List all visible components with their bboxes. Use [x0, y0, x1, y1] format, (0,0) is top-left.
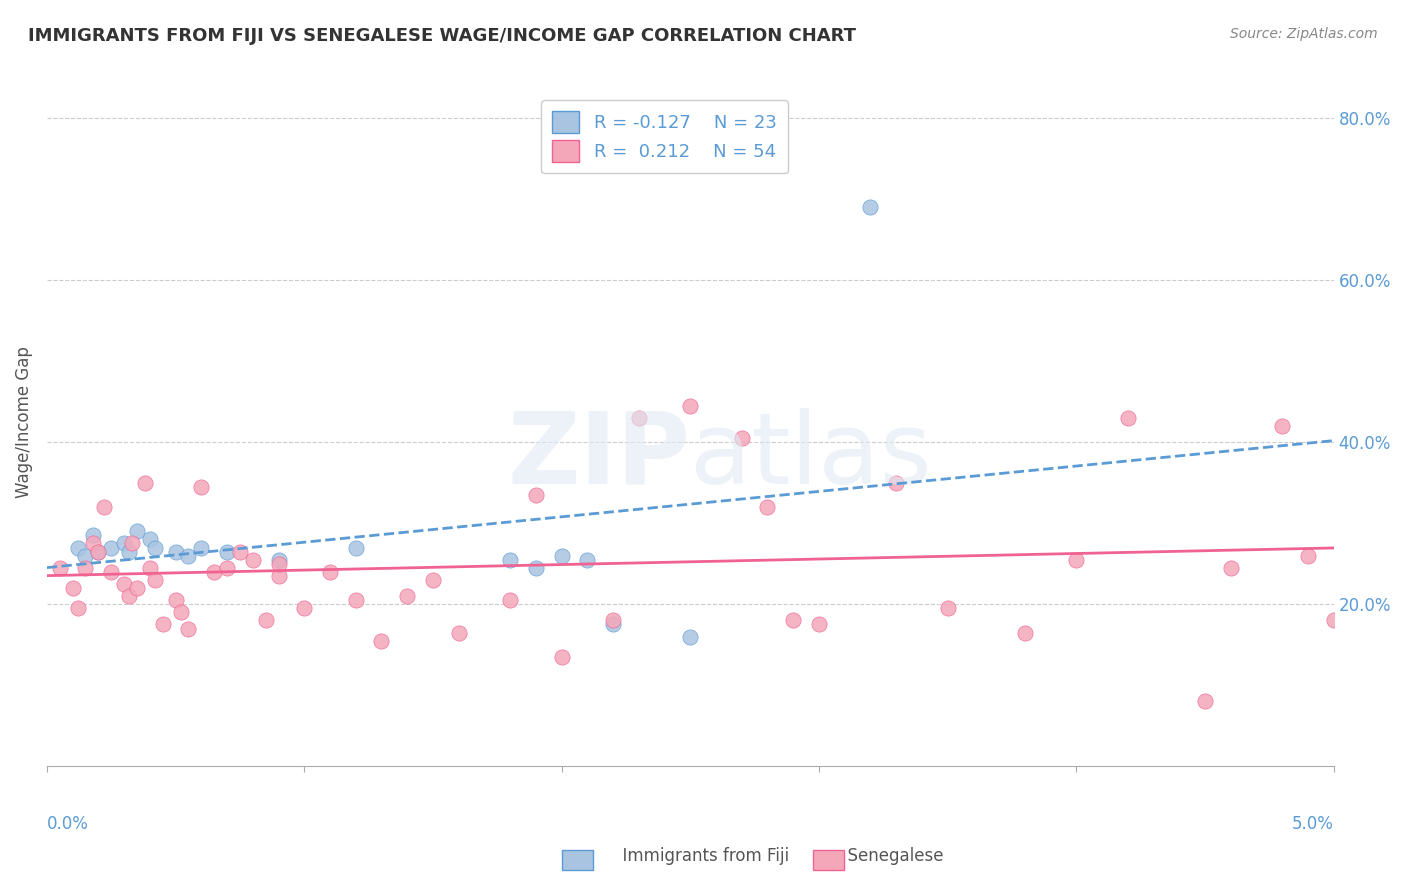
Point [49, 561, 72, 575]
Text: IMMIGRANTS FROM FIJI VS SENEGALESE WAGE/INCOME GAP CORRELATION CHART: IMMIGRANTS FROM FIJI VS SENEGALESE WAGE/… [28, 27, 856, 45]
Point [1271, 419, 1294, 434]
Point [62, 581, 84, 595]
Point [143, 573, 166, 587]
Point [100, 541, 122, 555]
Point [215, 561, 238, 575]
Point [1323, 614, 1346, 628]
Point [242, 552, 264, 566]
Point [125, 524, 148, 539]
Point [550, 649, 572, 664]
Point [756, 500, 779, 514]
Point [143, 541, 166, 555]
Point [1194, 694, 1216, 708]
Point [1116, 410, 1139, 425]
Point [267, 569, 290, 583]
Point [267, 557, 290, 571]
Point [499, 552, 522, 566]
Point [66, 541, 89, 555]
Text: atlas: atlas [690, 408, 932, 505]
Point [344, 593, 367, 607]
Point [66, 601, 89, 615]
Point [319, 565, 342, 579]
Point [100, 565, 122, 579]
Point [125, 581, 148, 595]
Point [202, 565, 225, 579]
Point [1064, 552, 1087, 566]
Point [121, 536, 143, 550]
Point [679, 630, 702, 644]
Point [447, 625, 470, 640]
Point [152, 617, 174, 632]
Text: Senegalese: Senegalese [837, 847, 943, 865]
Point [177, 622, 200, 636]
Point [807, 617, 830, 632]
Point [139, 561, 162, 575]
Point [602, 614, 624, 628]
Point [87, 544, 110, 558]
Point [93, 500, 115, 514]
Point [782, 614, 804, 628]
Point [139, 533, 162, 547]
Point [190, 541, 212, 555]
Point [229, 544, 252, 558]
Text: Source: ZipAtlas.com: Source: ZipAtlas.com [1230, 27, 1378, 41]
Point [1219, 561, 1241, 575]
Point [524, 561, 547, 575]
Point [292, 601, 315, 615]
Text: 0.0%: 0.0% [46, 814, 89, 832]
Point [602, 617, 624, 632]
Point [177, 549, 200, 563]
Point [1296, 549, 1319, 563]
Point [82, 536, 104, 550]
Point [679, 399, 702, 413]
Point [344, 541, 367, 555]
Point [884, 475, 907, 490]
Point [422, 573, 444, 587]
Point [112, 577, 135, 591]
Point [118, 544, 141, 558]
Text: Immigrants from Fiji: Immigrants from Fiji [612, 847, 789, 865]
Point [1014, 625, 1036, 640]
Point [112, 536, 135, 550]
Point [859, 200, 882, 214]
Point [627, 410, 650, 425]
Point [170, 605, 193, 619]
Point [134, 475, 156, 490]
Point [576, 552, 599, 566]
Point [87, 544, 110, 558]
Point [267, 552, 290, 566]
Point [82, 528, 104, 542]
Point [524, 488, 547, 502]
Point [370, 633, 392, 648]
Point [215, 544, 238, 558]
Point [550, 549, 572, 563]
Text: ZIP: ZIP [508, 408, 690, 505]
Point [936, 601, 959, 615]
Point [75, 549, 97, 563]
Point [396, 589, 419, 603]
Point [165, 544, 187, 558]
Point [499, 593, 522, 607]
Point [165, 593, 187, 607]
Legend: R = -0.127    N = 23, R =  0.212    N = 54: R = -0.127 N = 23, R = 0.212 N = 54 [541, 100, 787, 173]
Point [190, 480, 212, 494]
Point [731, 431, 754, 445]
Y-axis label: Wage/Income Gap: Wage/Income Gap [15, 346, 32, 498]
Point [75, 561, 97, 575]
Point [254, 614, 277, 628]
Text: 5.0%: 5.0% [1292, 814, 1334, 832]
Point [118, 589, 141, 603]
